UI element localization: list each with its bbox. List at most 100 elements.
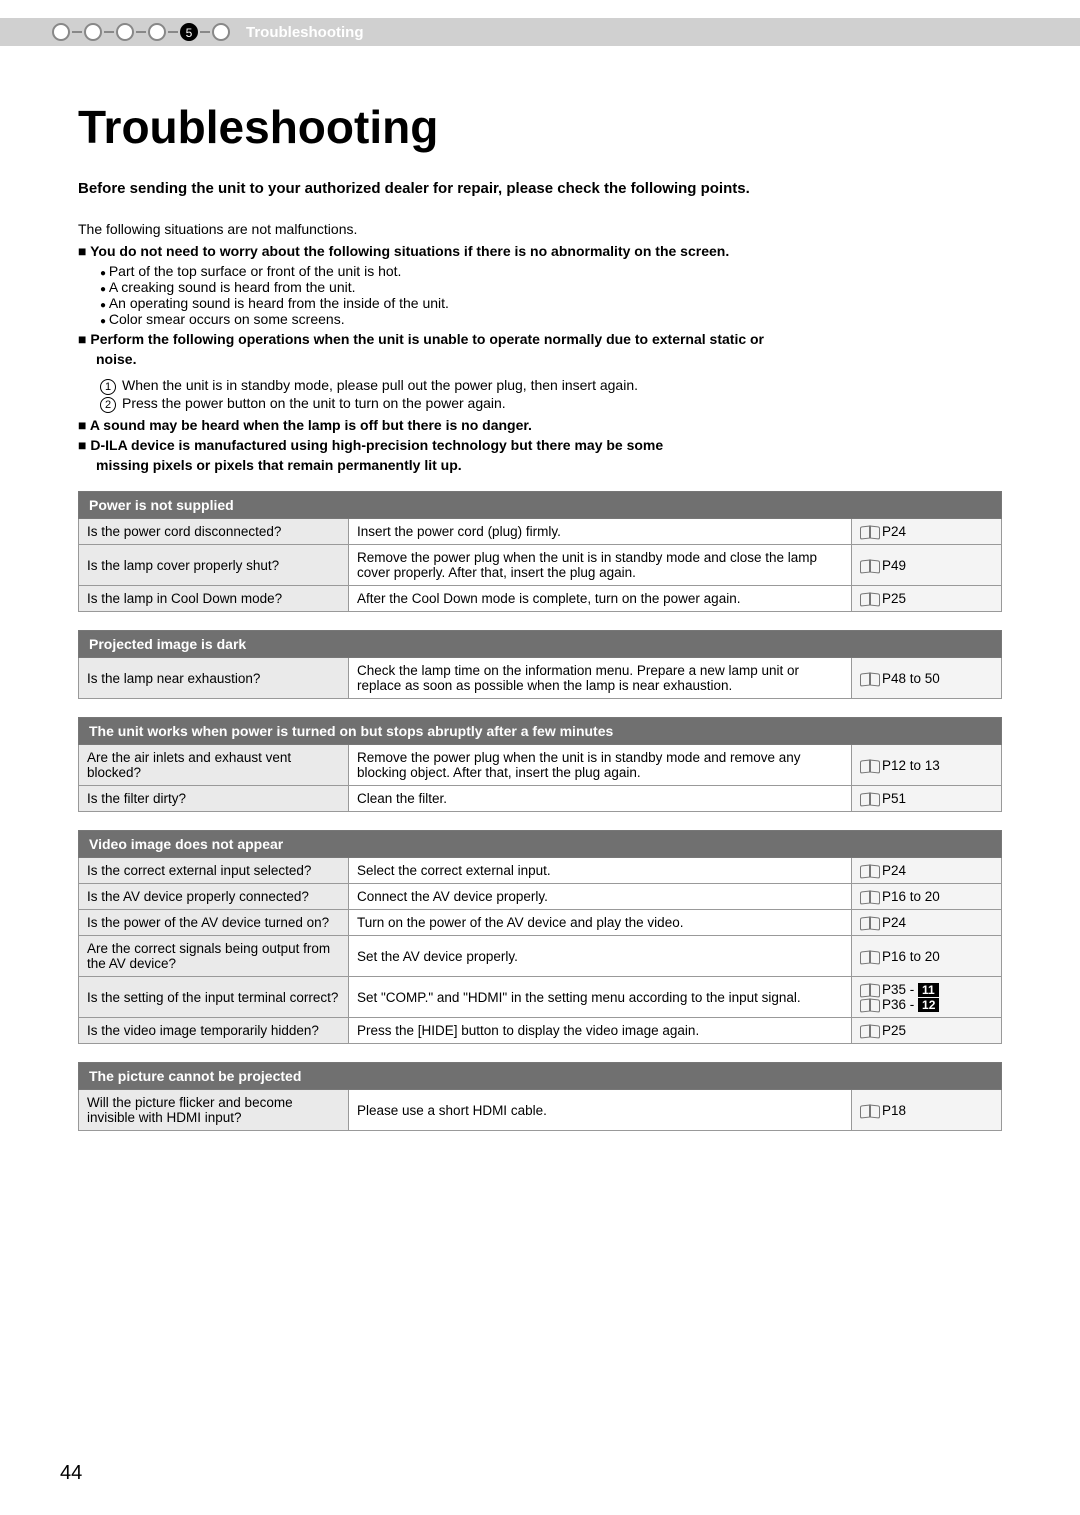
troubleshooting-table: Video image does not appear Is the corre… — [78, 830, 1002, 1044]
table-row: Is the power of the AV device turned on?… — [79, 910, 1002, 936]
question-cell: Is the correct external input selected? — [79, 858, 349, 884]
book-icon — [860, 951, 880, 963]
bullet-heading: A sound may be heard when the lamp is of… — [78, 417, 1002, 433]
book-icon — [860, 891, 880, 903]
bullet-heading: You do not need to worry about the follo… — [78, 243, 1002, 259]
answer-cell: Check the lamp time on the information m… — [349, 658, 852, 699]
question-cell: Is the filter dirty? — [79, 786, 349, 812]
step-circle — [212, 23, 230, 41]
page-ref-cell: P49 — [852, 545, 1002, 586]
question-cell: Are the correct signals being output fro… — [79, 936, 349, 977]
page-ref-cell: P18 — [852, 1090, 1002, 1131]
sub-bullet: A creaking sound is heard from the unit. — [100, 279, 1002, 295]
page-content: Troubleshooting Before sending the unit … — [0, 40, 1080, 1131]
answer-cell: Remove the power plug when the unit is i… — [349, 745, 852, 786]
bullet-heading: Perform the following operations when th… — [78, 331, 1002, 347]
table-header: Video image does not appear — [79, 831, 1002, 858]
sub-bullet: Part of the top surface or front of the … — [100, 263, 1002, 279]
numbered-step: 1When the unit is in standby mode, pleas… — [100, 377, 1002, 395]
question-cell: Is the power cord disconnected? — [79, 519, 349, 545]
header-title: Troubleshooting — [246, 24, 364, 41]
book-icon — [860, 793, 880, 805]
table-row: Is the setting of the input terminal cor… — [79, 977, 1002, 1018]
step-circle — [116, 23, 134, 41]
book-icon — [860, 865, 880, 877]
page-ref-cell: P35 - 11 P36 - 12 — [852, 977, 1002, 1018]
book-icon — [860, 673, 880, 685]
answer-cell: Set the AV device properly. — [349, 936, 852, 977]
bullet-heading: D-ILA device is manufactured using high-… — [78, 437, 1002, 453]
page-ref-cell: P25 — [852, 586, 1002, 612]
book-icon — [860, 1025, 880, 1037]
table-row: Is the video image temporarily hidden? P… — [79, 1018, 1002, 1044]
table-header: The unit works when power is turned on b… — [79, 718, 1002, 745]
step-circle — [84, 23, 102, 41]
question-cell: Are the air inlets and exhaust vent bloc… — [79, 745, 349, 786]
page-ref-cell: P16 to 20 — [852, 936, 1002, 977]
page-number: 44 — [60, 1462, 82, 1485]
book-icon — [860, 917, 880, 929]
step-circle — [148, 23, 166, 41]
page-ref-cell: P24 — [852, 519, 1002, 545]
book-icon — [860, 984, 880, 996]
book-icon — [860, 760, 880, 772]
question-cell: Is the lamp in Cool Down mode? — [79, 586, 349, 612]
troubleshooting-table: Projected image is dark Is the lamp near… — [78, 630, 1002, 699]
answer-cell: After the Cool Down mode is complete, tu… — [349, 586, 852, 612]
table-header: Projected image is dark — [79, 631, 1002, 658]
page-ref-cell: P51 — [852, 786, 1002, 812]
question-cell: Is the AV device properly connected? — [79, 884, 349, 910]
troubleshooting-table: The unit works when power is turned on b… — [78, 717, 1002, 812]
troubleshooting-table: Power is not supplied Is the power cord … — [78, 491, 1002, 612]
book-icon — [860, 1105, 880, 1117]
answer-cell: Please use a short HDMI cable. — [349, 1090, 852, 1131]
page-ref-cell: P24 — [852, 858, 1002, 884]
book-icon — [860, 999, 880, 1011]
table-row: Is the AV device properly connected? Con… — [79, 884, 1002, 910]
troubleshooting-table: The picture cannot be projected Will the… — [78, 1062, 1002, 1131]
question-cell: Is the setting of the input terminal cor… — [79, 977, 349, 1018]
table-row: Are the correct signals being output fro… — [79, 936, 1002, 977]
table-header: The picture cannot be projected — [79, 1063, 1002, 1090]
table-row: Is the lamp cover properly shut? Remove … — [79, 545, 1002, 586]
answer-cell: Remove the power plug when the unit is i… — [349, 545, 852, 586]
intro-plain: The following situations are not malfunc… — [78, 221, 1002, 237]
question-cell: Is the video image temporarily hidden? — [79, 1018, 349, 1044]
step-circle — [52, 23, 70, 41]
page-ref-cell: P12 to 13 — [852, 745, 1002, 786]
bullet-heading-cont: missing pixels or pixels that remain per… — [96, 457, 1002, 473]
table-row: Is the filter dirty? Clean the filter. P… — [79, 786, 1002, 812]
question-cell: Is the lamp cover properly shut? — [79, 545, 349, 586]
table-row: Is the power cord disconnected? Insert t… — [79, 519, 1002, 545]
answer-cell: Set "COMP." and "HDMI" in the setting me… — [349, 977, 852, 1018]
answer-cell: Connect the AV device properly. — [349, 884, 852, 910]
page-ref-cell: P24 — [852, 910, 1002, 936]
question-cell: Is the power of the AV device turned on? — [79, 910, 349, 936]
answer-cell: Turn on the power of the AV device and p… — [349, 910, 852, 936]
numbered-step: 2Press the power button on the unit to t… — [100, 395, 1002, 413]
answer-cell: Insert the power cord (plug) firmly. — [349, 519, 852, 545]
table-row: Is the lamp in Cool Down mode? After the… — [79, 586, 1002, 612]
table-row: Is the lamp near exhaustion? Check the l… — [79, 658, 1002, 699]
answer-cell: Clean the filter. — [349, 786, 852, 812]
sub-bullet: Color smear occurs on some screens. — [100, 311, 1002, 327]
header-step-circles: 5 — [50, 23, 232, 41]
question-cell: Will the picture flicker and become invi… — [79, 1090, 349, 1131]
table-row: Are the air inlets and exhaust vent bloc… — [79, 745, 1002, 786]
page-title: Troubleshooting — [78, 100, 1002, 154]
intro-bold: Before sending the unit to your authoriz… — [78, 180, 1002, 197]
page-ref-cell: P25 — [852, 1018, 1002, 1044]
book-icon — [860, 560, 880, 572]
table-header: Power is not supplied — [79, 492, 1002, 519]
step-circle-active: 5 — [180, 23, 198, 41]
book-icon — [860, 593, 880, 605]
book-icon — [860, 526, 880, 538]
ref-badge: 12 — [918, 998, 939, 1012]
answer-cell: Select the correct external input. — [349, 858, 852, 884]
table-row: Is the correct external input selected? … — [79, 858, 1002, 884]
sub-bullet: An operating sound is heard from the ins… — [100, 295, 1002, 311]
bullet-heading-cont: noise. — [96, 351, 1002, 367]
answer-cell: Press the [HIDE] button to display the v… — [349, 1018, 852, 1044]
page-ref-cell: P48 to 50 — [852, 658, 1002, 699]
page-ref-cell: P16 to 20 — [852, 884, 1002, 910]
